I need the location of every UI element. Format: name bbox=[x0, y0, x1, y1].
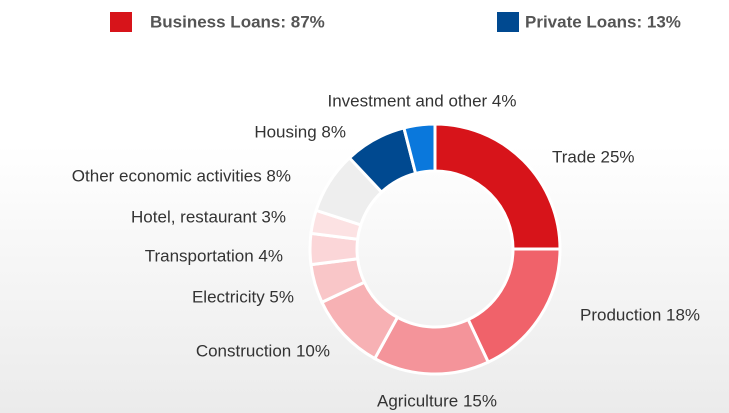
slice-label: Trade 25% bbox=[552, 147, 635, 166]
legend-swatch bbox=[110, 12, 132, 32]
slice-label: Housing 8% bbox=[254, 122, 346, 141]
legend-label: Business Loans: 87% bbox=[150, 12, 325, 31]
slice-label: Construction 10% bbox=[196, 341, 330, 360]
slice-label: Production 18% bbox=[580, 305, 700, 324]
slice-label: Other economic activities 8% bbox=[72, 166, 291, 185]
slice-label: Electricity 5% bbox=[192, 287, 294, 306]
slice bbox=[433, 122, 562, 251]
slice-label: Agriculture 15% bbox=[377, 391, 497, 410]
legend-swatch bbox=[497, 12, 519, 32]
slice-label: Transportation 4% bbox=[145, 246, 283, 265]
slice-label: Investment and other 4% bbox=[327, 91, 516, 110]
slice-label: Hotel, restaurant 3% bbox=[131, 207, 286, 226]
slice bbox=[402, 122, 437, 176]
legend-label: Private Loans: 13% bbox=[525, 12, 681, 31]
